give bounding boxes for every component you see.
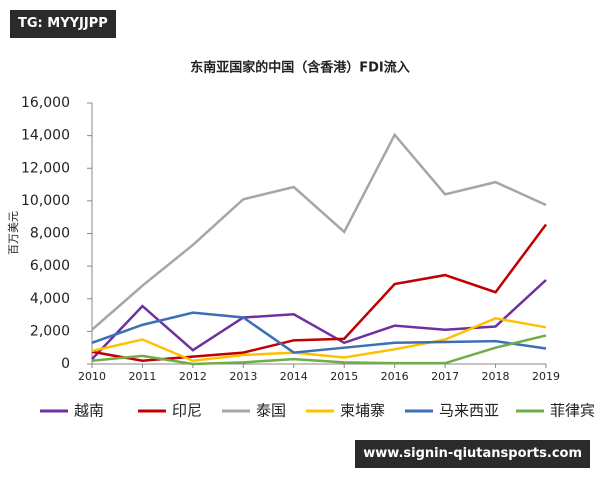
legend-label: 泰国 bbox=[256, 402, 286, 420]
y-tick-label: 4,000 bbox=[30, 291, 70, 307]
y-tick-label: 0 bbox=[61, 356, 70, 372]
series-line bbox=[91, 132, 547, 331]
legend-label: 菲律宾 bbox=[550, 402, 595, 420]
legend-label: 马来西亚 bbox=[439, 402, 499, 420]
series-line bbox=[91, 317, 547, 363]
series-line bbox=[91, 334, 547, 366]
x-tick-label: 2018 bbox=[482, 370, 510, 383]
watermark: TG: MYYJJPP bbox=[10, 10, 116, 38]
y-tick-label: 16,000 bbox=[21, 95, 70, 111]
x-tick-label: 2011 bbox=[128, 370, 156, 383]
x-tick-label: 2012 bbox=[179, 370, 207, 383]
y-tick-label: 10,000 bbox=[21, 193, 70, 209]
x-tick-label: 2014 bbox=[280, 370, 308, 383]
x-tick-label: 2013 bbox=[229, 370, 257, 383]
x-tick-label: 2017 bbox=[431, 370, 459, 383]
watermark: www.signin-qiutansports.com bbox=[355, 440, 590, 468]
y-axis-label: 百万美元 bbox=[7, 211, 20, 255]
y-tick-label: 12,000 bbox=[21, 160, 70, 176]
y-tick-label: 6,000 bbox=[30, 258, 70, 274]
series-line bbox=[91, 311, 547, 354]
x-tick-label: 2019 bbox=[532, 370, 560, 383]
legend-label: 柬埔寨 bbox=[340, 402, 385, 420]
x-tick-label: 2010 bbox=[78, 370, 106, 383]
x-tick-label: 2016 bbox=[381, 370, 409, 383]
legend-label: 越南 bbox=[74, 402, 104, 420]
y-tick-label: 8,000 bbox=[30, 226, 70, 242]
legend-label: 印尼 bbox=[172, 402, 202, 420]
y-tick-label: 2,000 bbox=[30, 323, 70, 339]
y-tick-label: 14,000 bbox=[21, 128, 70, 144]
x-tick-label: 2015 bbox=[330, 370, 358, 383]
chart-title: 东南亚国家的中国（含香港）FDI流入 bbox=[190, 60, 410, 76]
